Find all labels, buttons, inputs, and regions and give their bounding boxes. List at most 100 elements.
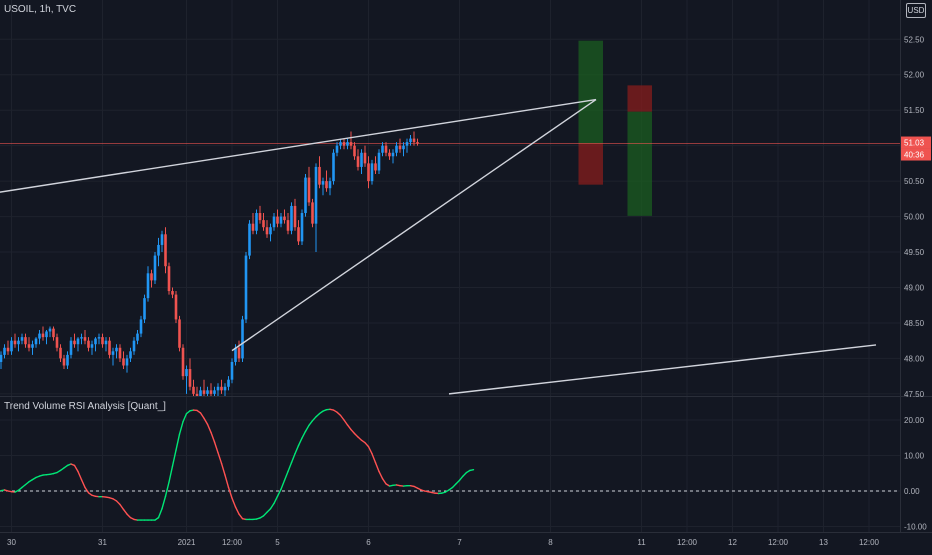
candle-body xyxy=(399,146,402,150)
candle-body xyxy=(252,224,255,231)
candle-body xyxy=(406,142,409,146)
candle-body xyxy=(175,295,178,320)
candle-body xyxy=(143,298,146,319)
candle-body xyxy=(203,390,206,394)
candle-body xyxy=(283,217,286,221)
candle-body xyxy=(262,220,265,227)
candle-body xyxy=(7,348,10,352)
time-tick-label: 12:00 xyxy=(768,538,789,547)
candle-body xyxy=(227,380,230,387)
candle-body xyxy=(388,153,391,157)
price-tick-label: 48.50 xyxy=(904,319,925,328)
candle-body xyxy=(206,390,209,394)
candle-body xyxy=(154,256,157,281)
time-tick-label: 31 xyxy=(98,538,107,547)
position-target-zone xyxy=(579,41,604,144)
candle-body xyxy=(294,206,297,227)
price-tick-label: 47.50 xyxy=(904,390,925,399)
candle-body xyxy=(150,273,153,280)
time-tick-label: 11 xyxy=(637,538,646,547)
candle-body xyxy=(357,156,360,167)
time-tick-label: 8 xyxy=(548,538,553,547)
time-tick-label: 5 xyxy=(275,538,280,547)
candle-body xyxy=(35,339,38,345)
candle-body xyxy=(164,234,167,266)
time-tick-label: 12 xyxy=(728,538,737,547)
candle-body xyxy=(56,337,59,348)
candle-body xyxy=(178,319,181,347)
candle-body xyxy=(259,213,262,220)
time-tick-label: 12:00 xyxy=(677,538,698,547)
price-tick-label: 50.50 xyxy=(904,177,925,186)
time-tick-label: 13 xyxy=(819,538,828,547)
time-tick-label: 7 xyxy=(457,538,462,547)
time-tick-label: 30 xyxy=(7,538,16,547)
candle-body xyxy=(10,341,13,352)
candle-body xyxy=(322,181,325,185)
candle-body xyxy=(311,202,314,223)
candle-body xyxy=(31,344,34,348)
candle-body xyxy=(126,358,129,365)
candle-body xyxy=(220,387,223,391)
rsi-tick-label: -10.00 xyxy=(904,523,927,532)
candle-body xyxy=(409,139,412,143)
candle-body xyxy=(0,355,2,362)
candle-body xyxy=(38,334,41,339)
candle-body xyxy=(105,341,108,345)
candle-body xyxy=(80,337,83,338)
price-tick-label: 49.50 xyxy=(904,248,925,257)
candle-body xyxy=(392,153,395,157)
candle-body xyxy=(343,142,346,146)
time-tick-label: 12:00 xyxy=(859,538,880,547)
candle-body xyxy=(161,234,164,245)
candle-body xyxy=(87,341,90,348)
candle-body xyxy=(255,213,258,231)
candle-body xyxy=(395,146,398,153)
last-price-label: 51.03 xyxy=(904,139,925,148)
price-tick-label: 50.00 xyxy=(904,213,925,222)
candle-body xyxy=(287,220,290,231)
candle-body xyxy=(185,369,188,376)
candle-body xyxy=(168,266,171,291)
candle-body xyxy=(119,348,122,359)
candle-body xyxy=(28,344,31,348)
candle-body xyxy=(273,217,276,228)
candle-body xyxy=(301,213,304,241)
currency-button[interactable]: USD xyxy=(906,3,926,18)
candle-body xyxy=(210,390,213,394)
price-tick-label: 52.50 xyxy=(904,35,925,44)
candle-body xyxy=(374,163,377,170)
candle-body xyxy=(364,153,367,164)
candle-body xyxy=(325,181,328,188)
candle-body xyxy=(381,146,384,153)
candle-body xyxy=(24,337,27,344)
candle-body xyxy=(248,224,251,256)
candle-body xyxy=(133,341,136,352)
price-tick-label: 49.00 xyxy=(904,283,925,292)
symbol-header: USOIL, 1h, TVC xyxy=(4,4,76,15)
candle-body xyxy=(234,348,237,362)
candle-body xyxy=(224,387,227,391)
candle-body xyxy=(290,206,293,231)
candle-body xyxy=(269,227,272,234)
candle-body xyxy=(213,390,216,394)
candle-body xyxy=(329,181,332,188)
candle-body xyxy=(241,319,244,358)
indicator-title: Trend Volume RSI Analysis [Quant_] xyxy=(4,401,166,412)
candle-body xyxy=(94,339,97,345)
candle-body xyxy=(350,142,353,146)
candle-body xyxy=(91,344,94,348)
candle-body xyxy=(42,334,45,338)
candle-body xyxy=(371,163,374,181)
candle-body xyxy=(112,351,115,355)
candle-body xyxy=(336,146,339,153)
candle-body xyxy=(385,146,388,153)
candle-body xyxy=(171,291,174,295)
candle-body xyxy=(245,256,248,320)
candle-body xyxy=(297,227,300,241)
rsi-tick-label: 10.00 xyxy=(904,452,925,461)
candle-body xyxy=(52,329,55,338)
price-tick-label: 51.50 xyxy=(904,106,925,115)
position-target-zone xyxy=(628,112,653,216)
